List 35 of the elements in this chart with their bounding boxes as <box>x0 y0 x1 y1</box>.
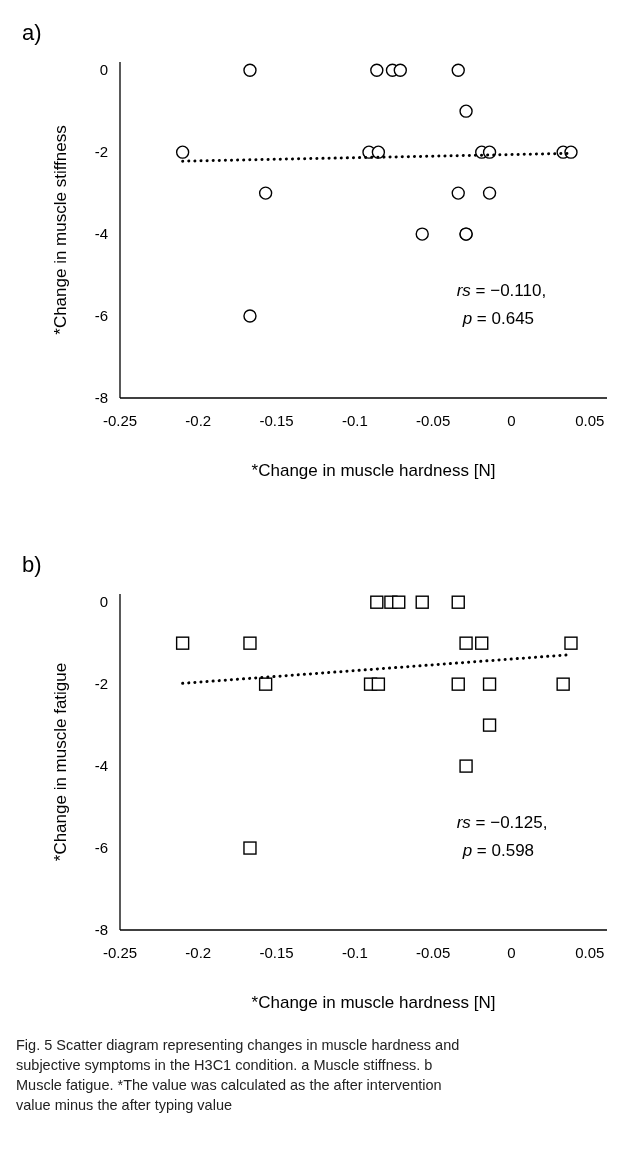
y-tick-label: 0 <box>99 593 108 611</box>
x-tick-label: -0.25 <box>102 944 138 961</box>
x-tick-label: -0.2 <box>185 944 212 961</box>
x-axis-title: *Change in muscle hardness [N] <box>251 993 496 1012</box>
x-tick-label: 0 <box>507 944 516 961</box>
y-tick-label: -4 <box>94 225 108 243</box>
y-tick-label: -8 <box>94 389 108 406</box>
x-tick-label: 0 <box>507 412 516 429</box>
x-tick-label: -0.1 <box>341 412 368 429</box>
annotation: rs = −0.125, <box>456 812 548 832</box>
annotation: rs = −0.110, <box>456 280 547 300</box>
x-tick-label: 0.05 <box>575 944 605 961</box>
chart-title: a) <box>22 20 42 45</box>
x-tick-label: 0.05 <box>575 412 605 429</box>
x-tick-label: -0.05 <box>416 412 451 429</box>
y-axis-title: *Change in muscle fatigue <box>51 662 70 862</box>
y-tick-label: -2 <box>94 675 108 693</box>
x-tick-label: -0.15 <box>259 412 294 429</box>
y-tick-label: 0 <box>99 61 108 79</box>
x-tick-label: -0.2 <box>185 412 212 429</box>
y-tick-label: -8 <box>94 921 108 938</box>
x-axis-title: *Change in muscle hardness [N] <box>251 461 496 480</box>
y-tick-label: -4 <box>94 757 108 775</box>
x-tick-label: -0.15 <box>259 944 294 961</box>
annotation: p = 0.645 <box>461 308 535 328</box>
x-tick-label: -0.25 <box>102 412 138 429</box>
chart-title: b) <box>22 552 42 577</box>
y-tick-label: -2 <box>94 143 108 161</box>
annotation: p = 0.598 <box>461 840 535 860</box>
x-tick-label: -0.05 <box>416 944 451 961</box>
y-tick-label: -6 <box>94 839 108 857</box>
x-tick-label: -0.1 <box>341 944 368 961</box>
caption: Fig. 5 Scatter diagram representing changes in muscle hardness and subjective symptoms in the H3C1 condition. a Muscle stiffness. b Muscle fatigue. *The value was calculated as the after intervention value minus the after typing value <box>16 1037 460 1113</box>
y-tick-label: -6 <box>94 307 108 325</box>
y-axis-title: *Change in muscle stiffness <box>51 125 70 335</box>
